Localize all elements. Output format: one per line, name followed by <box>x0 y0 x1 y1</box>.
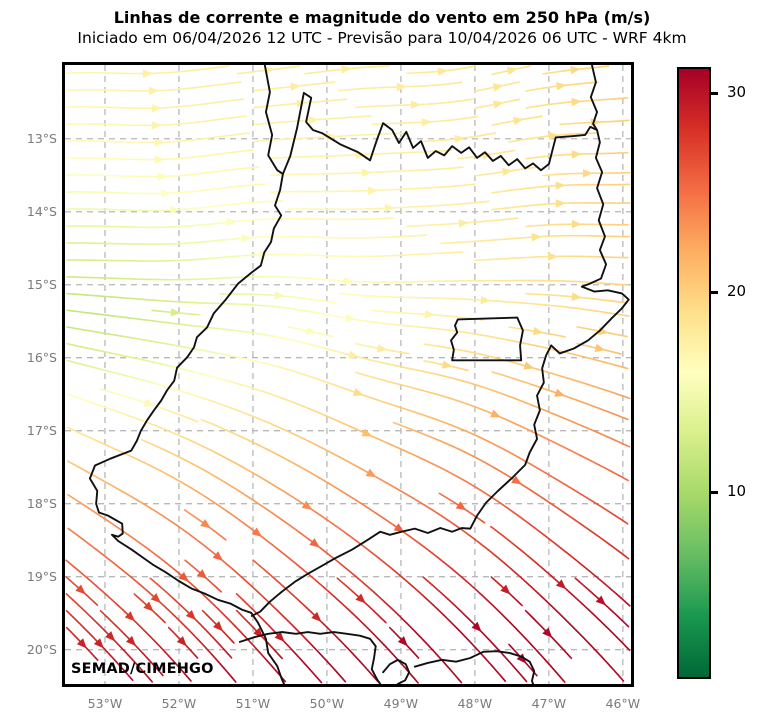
lat-tick-label: 13°S <box>26 130 57 146</box>
lon-tick-label: 50°W <box>309 696 345 711</box>
lat-tick-label: 15°S <box>26 276 57 292</box>
lon-tick-label: 52°W <box>161 696 197 711</box>
lat-tick-label: 20°S <box>26 641 57 657</box>
colorbar-tick-mark <box>709 291 718 295</box>
lat-tick-label: 16°S <box>26 349 57 365</box>
wind-speed-colorbar <box>677 67 711 679</box>
lon-tick-label: 47°W <box>531 696 567 711</box>
lon-tick-label: 51°W <box>235 696 271 711</box>
agency-watermark: SEMAD/CIMEHGO <box>71 661 214 677</box>
streamline-map-canvas <box>65 65 631 684</box>
lon-tick-label: 49°W <box>383 696 419 711</box>
map-plot-area: SEMAD/CIMEHGO <box>62 62 634 687</box>
lat-tick-label: 17°S <box>26 422 57 438</box>
lon-tick-label: 53°W <box>87 696 123 711</box>
colorbar-tick-mark <box>709 91 718 95</box>
colorbar-tick-label: 10 <box>727 481 747 500</box>
lat-tick-label: 18°S <box>26 495 57 511</box>
lon-tick-label: 48°W <box>457 696 493 711</box>
colorbar-tick-mark <box>709 490 718 494</box>
lon-tick-label: 46°W <box>605 696 641 711</box>
lat-tick-label: 14°S <box>26 203 57 219</box>
chart-title: Linhas de corrente e magnitude do vento … <box>113 8 651 27</box>
colorbar-tick-label: 30 <box>727 82 747 101</box>
chart-subtitle: Iniciado em 06/04/2026 12 UTC - Previsão… <box>77 29 687 47</box>
colorbar-tick-label: 20 <box>727 282 747 301</box>
lat-tick-label: 19°S <box>26 568 57 584</box>
